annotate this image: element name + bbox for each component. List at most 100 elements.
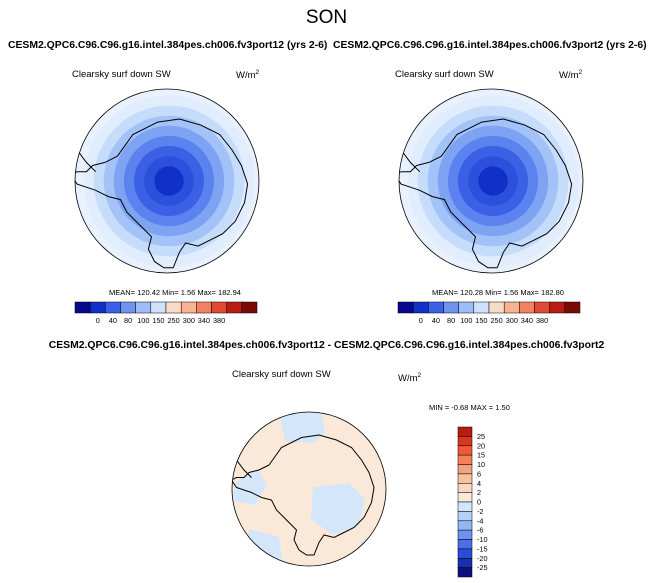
diff-colorbar-swatch-5: [457, 473, 473, 484]
diff-colorbar-tick-2: 15: [477, 451, 485, 460]
diff-panel-title: CESM2.QPC6.C96.C96.g16.intel.384pes.ch00…: [48, 340, 605, 351]
colorbar-tick-left-6: 300: [183, 316, 195, 325]
right-stats: MEAN= 120.28 Min= 1.56 Max= 182.80: [432, 288, 564, 297]
colorbar-swatch-right-10: [549, 301, 566, 314]
colorbar-tick-left-7: 340: [198, 316, 210, 325]
colorbar-swatch-left-7: [180, 301, 197, 314]
right-variable-label: Clearsky surf down SW: [395, 69, 494, 80]
left-colorbar: 0 40 80 100 150 250 300 340 380: [74, 301, 258, 325]
colorbar-swatch-left-0: [74, 301, 91, 314]
colorbar-swatch-left-8: [196, 301, 212, 314]
colorbar-swatch-right-8: [519, 301, 535, 314]
diff-colorbar-swatch-8: [457, 501, 473, 512]
colorbar-swatch-right-0: [397, 301, 414, 314]
colorbar-tick-left-4: 150: [152, 316, 164, 325]
colorbar-swatch-right-3: [443, 301, 459, 314]
diff-colorbar-tick-8: -2: [477, 507, 484, 516]
diff-colorbar-tick-1: 20: [477, 441, 485, 450]
colorbar-tick-right-4: 150: [475, 316, 487, 325]
diff-colorbar-tick-5: 4: [477, 479, 481, 488]
colorbar-swatch-left-9: [211, 301, 227, 314]
colorbar-tick-right-0: 0: [419, 316, 423, 325]
right-colorbar: 0 40 80 100 150 250 300 340 380: [397, 301, 581, 325]
colorbar-tick-right-7: 340: [521, 316, 533, 325]
diff-colorbar-swatch-11: [457, 529, 473, 540]
colorbar-tick-right-5: 250: [491, 316, 503, 325]
colorbar-swatch-left-6: [165, 301, 182, 314]
colorbar-tick-left-1: 40: [109, 316, 117, 325]
colorbar-swatch-left-11: [241, 301, 258, 314]
diff-colorbar-tick-3: 10: [477, 460, 485, 469]
right-polar-map: [398, 88, 584, 274]
colorbar-tick-right-8: 380: [536, 316, 548, 325]
left-variable-label: Clearsky surf down SW: [72, 69, 171, 80]
diff-colorbar-swatch-13: [457, 548, 473, 559]
colorbar-swatch-right-5: [473, 301, 490, 314]
left-stats: MEAN= 120.42 Min= 1.56 Max= 182.94: [109, 288, 241, 297]
colorbar-swatch-right-7: [503, 301, 520, 314]
diff-variable-label: Clearsky surf down SW: [232, 369, 331, 380]
diff-polar-map: [231, 411, 387, 567]
colorbar-swatch-left-2: [105, 301, 121, 314]
colorbar-tick-right-3: 100: [460, 316, 472, 325]
diff-colorbar-tick-13: -20: [477, 554, 488, 563]
diff-colorbar-swatch-6: [457, 483, 473, 493]
diff-map-boundary: [231, 411, 387, 567]
diff-colorbar-tick-10: -6: [477, 526, 484, 535]
colorbar-tick-right-2: 80: [447, 316, 455, 325]
diff-colorbar-tick-4: 6: [477, 469, 481, 478]
colorbar-tick-left-8: 380: [213, 316, 225, 325]
colorbar-swatch-left-5: [150, 301, 167, 314]
diff-stats: MIN = -0.68 MAX = 1.50: [429, 403, 510, 412]
contour-band-right-0: [478, 166, 508, 196]
diff-colorbar-tick-11: -10: [477, 535, 488, 544]
left-polar-map: [74, 88, 260, 274]
diff-colorbar-swatch-1: [457, 436, 473, 447]
colorbar-tick-left-0: 0: [96, 316, 100, 325]
left-units-label: W/m2: [236, 69, 260, 82]
diff-colorbar-tick-9: -4: [477, 516, 484, 525]
diff-colorbar-tick-14: -25: [477, 563, 488, 572]
diff-colorbar-tick-7: 0: [477, 498, 481, 507]
colorbar-swatch-right-6: [488, 301, 505, 314]
diff-colorbar-tick-0: 25: [477, 432, 485, 441]
diff-colorbar-swatch-2: [457, 445, 473, 456]
page-title: SON: [305, 7, 348, 28]
diff-colorbar-swatch-9: [457, 511, 473, 522]
diff-colorbar-swatch-12: [457, 539, 473, 550]
colorbar-swatch-left-4: [135, 301, 152, 314]
negative-anomaly-region-0: [279, 412, 325, 443]
colorbar-tick-right-6: 300: [506, 316, 518, 325]
colorbar-tick-left-2: 80: [124, 316, 132, 325]
diff-colorbar-swatch-7: [457, 492, 473, 503]
diff-colorbar-tick-12: -15: [477, 544, 488, 553]
diff-colorbar-swatch-15: [457, 567, 473, 578]
colorbar-swatch-right-1: [412, 301, 429, 314]
negative-anomaly-region-2: [311, 483, 365, 535]
diff-colorbar-tick-6: 2: [477, 488, 481, 497]
antarctica-coastline-left: [75, 118, 249, 269]
antarctica-coastline-right: [399, 118, 573, 269]
diff-colorbar-swatch-14: [457, 558, 473, 568]
right-units-label: W/m2: [559, 69, 583, 82]
diff-colorbar-swatch-4: [457, 464, 473, 475]
colorbar-swatch-right-11: [564, 301, 581, 314]
colorbar-swatch-right-4: [458, 301, 475, 314]
colorbar-swatch-right-9: [534, 301, 550, 314]
contour-band-left-0: [154, 166, 184, 196]
colorbar-tick-right-1: 40: [432, 316, 440, 325]
colorbar-swatch-left-10: [226, 301, 243, 314]
colorbar-swatch-left-3: [120, 301, 136, 314]
colorbar-swatch-left-1: [89, 301, 106, 314]
diff-colorbar-swatch-3: [457, 454, 473, 465]
diff-units-label: W/m2: [398, 372, 422, 385]
diff-colorbar-swatch-0: [457, 426, 473, 437]
map-boundary-left: [74, 88, 260, 274]
right-panel-title: CESM2.QPC6.C96.C96.g16.intel.384pes.ch00…: [333, 40, 647, 51]
left-panel-title: CESM2.QPC6.C96.C96.g16.intel.384pes.ch00…: [8, 40, 328, 51]
diff-colorbar-swatch-10: [457, 520, 473, 531]
colorbar-tick-left-3: 100: [137, 316, 149, 325]
colorbar-swatch-right-2: [428, 301, 444, 314]
